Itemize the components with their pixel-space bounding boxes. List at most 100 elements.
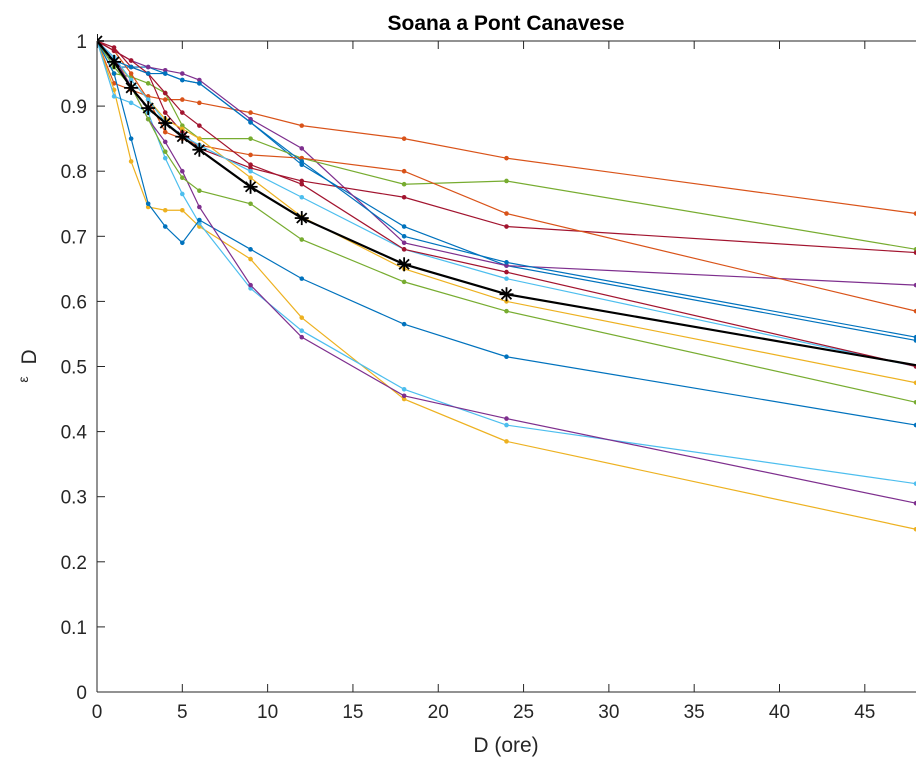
series-11-point <box>248 282 253 288</box>
series-line-3 <box>97 40 916 530</box>
series-8-point <box>145 201 151 207</box>
series-12-point <box>162 149 168 154</box>
x-tick-label: 40 <box>769 702 790 723</box>
series-15-point <box>197 81 202 86</box>
series-8-point <box>162 224 168 229</box>
mean-asterisk-marker <box>107 54 122 69</box>
series-11-point <box>913 500 916 506</box>
series-2-point <box>299 123 305 128</box>
series-13-point <box>248 168 253 174</box>
series-6-point <box>504 422 509 428</box>
series-9-point <box>913 308 916 314</box>
mean-asterisk-marker <box>124 80 139 95</box>
series-7-point <box>913 250 916 255</box>
y-tick-label: 0.3 <box>61 488 87 509</box>
x-tick-label: 30 <box>598 702 619 723</box>
series-2-point <box>197 100 202 106</box>
series-12-point <box>248 201 253 207</box>
series-9-point <box>128 71 134 76</box>
x-tick-label: 45 <box>854 702 875 723</box>
series-14-point <box>299 181 305 187</box>
series-12-point <box>180 175 185 181</box>
y-tick-label: 0 <box>76 683 87 704</box>
series-11-point <box>504 416 509 421</box>
series-14-point <box>128 58 134 63</box>
series-15-point <box>162 71 168 76</box>
series-6-point <box>248 286 253 291</box>
x-tick-label: 20 <box>428 702 449 723</box>
series-2-point <box>248 110 253 115</box>
series-6-point <box>913 481 916 486</box>
series-8-point <box>248 247 253 252</box>
series-9-point <box>299 155 305 161</box>
series-6-point <box>128 100 134 106</box>
series-6-point <box>299 328 305 333</box>
y-tick-label: 0.4 <box>61 423 88 444</box>
chart-title: Soana a Pont Canavese <box>388 12 625 35</box>
series-11-point <box>180 168 185 174</box>
x-tick-label: 5 <box>177 702 188 723</box>
y-tick-label: 0.2 <box>61 553 87 574</box>
series-2-point <box>180 97 185 102</box>
y-tick-label: 0.9 <box>61 97 87 118</box>
series-6-point <box>180 191 185 197</box>
series-4-point <box>162 67 168 73</box>
series-line-5 <box>97 40 916 250</box>
series-line-7 <box>97 40 916 254</box>
series-12-point <box>913 400 916 405</box>
series-4-point <box>299 146 305 151</box>
series-line-14 <box>97 40 916 368</box>
series-layer <box>97 38 916 532</box>
y-axis-label-main: ε <box>15 376 31 382</box>
series-10-point <box>180 126 185 132</box>
series-4-point <box>145 64 151 70</box>
series-14-point <box>504 269 509 275</box>
series-9-point <box>401 168 407 174</box>
x-tick-label: 15 <box>342 702 363 723</box>
x-ticks: 0 5 10 15 20 25 30 35 40 45 <box>92 41 875 723</box>
series-3-point <box>401 396 407 402</box>
mean-series-line <box>97 40 916 367</box>
series-9-point <box>504 211 509 216</box>
series-line-2 <box>97 40 916 215</box>
series-7-point <box>162 110 168 115</box>
series-8-point <box>197 217 202 223</box>
series-5-point <box>504 178 509 184</box>
series-4-point <box>248 116 253 122</box>
mean-asterisk-marker <box>243 179 258 194</box>
series-4-point <box>180 71 185 76</box>
mean-asterisk-marker <box>397 257 412 272</box>
series-14-point <box>248 162 253 167</box>
series-13-point <box>128 77 134 83</box>
series-line-6 <box>97 40 916 485</box>
series-9-point <box>248 152 253 158</box>
series-4-point <box>197 77 202 83</box>
series-8-point <box>299 276 305 281</box>
series-2-point <box>913 211 916 216</box>
series-15-point <box>913 334 916 340</box>
series-12-point <box>145 116 151 122</box>
series-5-point <box>180 123 185 128</box>
series-11-point <box>197 204 202 210</box>
series-8-point <box>504 354 509 360</box>
series-12-point <box>197 188 202 194</box>
series-7-point <box>504 224 509 229</box>
y-axis-label: ε D <box>15 349 41 382</box>
series-13-point <box>504 276 509 281</box>
series-13-point <box>145 97 151 102</box>
series-5-point <box>145 81 151 86</box>
series-14-point <box>197 123 202 128</box>
series-14-point <box>111 48 117 54</box>
x-tick-label: 10 <box>257 702 278 723</box>
series-8-point <box>128 136 134 141</box>
series-3-point <box>299 315 305 320</box>
series-8-point <box>180 240 185 246</box>
series-6-point <box>162 155 168 161</box>
series-7-point <box>248 165 253 171</box>
x-tick-label: 0 <box>92 702 103 723</box>
series-4-point <box>401 240 407 246</box>
series-15-point <box>128 64 134 70</box>
series-8-point <box>111 71 117 76</box>
series-8-point <box>401 321 407 327</box>
